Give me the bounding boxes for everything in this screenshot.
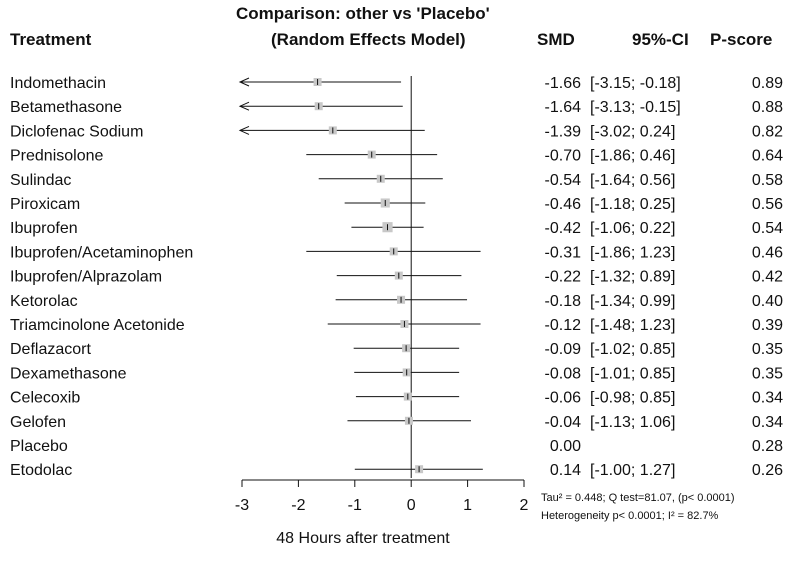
smd-value: -0.08	[545, 365, 582, 382]
pscore-value: 0.34	[752, 390, 783, 407]
smd-value: -0.18	[545, 293, 582, 310]
x-axis-label: 48 Hours after treatment	[276, 530, 450, 547]
smd-value: -1.39	[545, 123, 582, 140]
treatment-label: Dexamethasone	[10, 365, 127, 382]
x-tick-label: 2	[520, 497, 529, 514]
treatment-label: Ibuprofen/Acetaminophen	[10, 244, 193, 261]
treatment-label: Diclofenac Sodium	[10, 123, 143, 140]
treatment-label: Piroxicam	[10, 196, 80, 213]
pscore-value: 0.46	[752, 244, 783, 261]
ci-clipped-arrow	[238, 125, 250, 135]
pscore-value: 0.54	[752, 220, 783, 237]
treatment-label: Gelofen	[10, 414, 66, 431]
pscore-value: 0.58	[752, 172, 783, 189]
smd-value: 0.00	[550, 438, 581, 455]
treatment-label: Indomethacin	[10, 75, 106, 92]
pscore-value: 0.42	[752, 269, 783, 286]
smd-value: -0.04	[545, 414, 582, 431]
smd-value: -0.70	[545, 148, 582, 165]
heterogeneity-stats-line2: Heterogeneity p< 0.0001; I² = 82.7%	[541, 510, 719, 522]
ci-value: [-1.06; 0.22]	[590, 220, 675, 237]
pscore-value: 0.34	[752, 414, 783, 431]
ci-value: [-1.02; 0.85]	[590, 341, 675, 358]
smd-value: 0.14	[550, 462, 581, 479]
treatment-label: Placebo	[10, 438, 68, 455]
column-header-treatment: Treatment	[10, 30, 92, 49]
smd-value: -0.31	[545, 244, 582, 261]
pscore-value: 0.26	[752, 462, 783, 479]
pscore-value: 0.39	[752, 317, 783, 334]
ci-value: [-3.02; 0.24]	[590, 123, 675, 140]
column-header-smd: SMD	[537, 30, 575, 49]
treatment-label: Ketorolac	[10, 293, 78, 310]
treatment-label: Ibuprofen	[10, 220, 78, 237]
ci-clipped-arrow	[238, 77, 250, 87]
smd-value: -0.12	[545, 317, 582, 334]
pscore-value: 0.35	[752, 365, 783, 382]
ci-value: [-1.01; 0.85]	[590, 365, 675, 382]
ci-value: [-0.98; 0.85]	[590, 390, 675, 407]
chart-subtitle: (Random Effects Model)	[271, 30, 466, 49]
pscore-value: 0.40	[752, 293, 783, 310]
ci-value: [-1.00; 1.27]	[590, 462, 675, 479]
pscore-value: 0.82	[752, 123, 783, 140]
treatment-label: Deflazacort	[10, 341, 91, 358]
ci-clipped-arrow	[238, 101, 250, 111]
x-tick-label: 0	[407, 497, 416, 514]
smd-value: -0.46	[545, 196, 582, 213]
ci-value: [-3.15; -0.18]	[590, 75, 681, 92]
treatment-label: Betamethasone	[10, 99, 122, 116]
x-tick-label: -2	[291, 497, 305, 514]
smd-value: -1.66	[545, 75, 582, 92]
treatment-label: Etodolac	[10, 462, 72, 479]
pscore-value: 0.89	[752, 75, 783, 92]
smd-value: -0.09	[545, 341, 582, 358]
pscore-value: 0.35	[752, 341, 783, 358]
ci-value: [-3.13; -0.15]	[590, 99, 681, 116]
smd-value: -0.54	[545, 172, 582, 189]
pscore-value: 0.28	[752, 438, 783, 455]
x-tick-label: 1	[463, 497, 472, 514]
ci-value: [-1.13; 1.06]	[590, 414, 675, 431]
pscore-value: 0.56	[752, 196, 783, 213]
heterogeneity-stats-line1: Tau² = 0.448; Q test=81.07, (p< 0.0001)	[541, 492, 735, 504]
ci-value: [-1.86; 0.46]	[590, 148, 675, 165]
chart-title: Comparison: other vs 'Placebo'	[236, 4, 490, 23]
smd-value: -0.06	[545, 390, 582, 407]
pscore-value: 0.88	[752, 99, 783, 116]
column-header-pscore: P-score	[710, 30, 773, 49]
pscore-value: 0.64	[752, 148, 783, 165]
x-tick-label: -3	[235, 497, 249, 514]
x-tick-label: -1	[348, 497, 362, 514]
ci-value: [-1.32; 0.89]	[590, 269, 675, 286]
smd-value: -1.64	[545, 99, 582, 116]
treatment-label: Celecoxib	[10, 390, 80, 407]
ci-value: [-1.34; 0.99]	[590, 293, 675, 310]
treatment-label: Ibuprofen/Alprazolam	[10, 269, 162, 286]
column-header-ci: 95%-CI	[632, 30, 689, 49]
ci-value: [-1.48; 1.23]	[590, 317, 675, 334]
ci-value: [-1.86; 1.23]	[590, 244, 675, 261]
treatment-label: Prednisolone	[10, 148, 104, 165]
treatment-label: Triamcinolone Acetonide	[10, 317, 185, 334]
smd-value: -0.42	[545, 220, 582, 237]
ci-value: [-1.18; 0.25]	[590, 196, 675, 213]
smd-value: -0.22	[545, 269, 582, 286]
ci-value: [-1.64; 0.56]	[590, 172, 675, 189]
treatment-label: Sulindac	[10, 172, 71, 189]
